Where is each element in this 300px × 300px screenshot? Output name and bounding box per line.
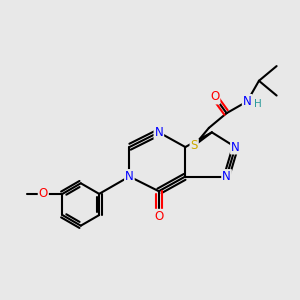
Text: O: O — [210, 91, 219, 103]
Text: S: S — [190, 139, 198, 152]
Text: N: N — [243, 95, 251, 108]
Text: N: N — [222, 170, 231, 183]
Text: N: N — [154, 126, 163, 139]
Text: H: H — [254, 99, 262, 109]
Text: N: N — [125, 170, 134, 183]
Text: O: O — [39, 188, 48, 200]
Text: N: N — [231, 141, 240, 154]
Text: O: O — [154, 210, 164, 223]
